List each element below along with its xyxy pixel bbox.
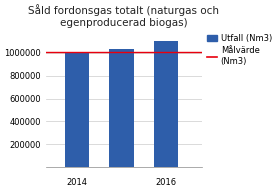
Text: 2014: 2014 — [66, 177, 87, 187]
Bar — [65, 52, 89, 167]
Bar — [154, 41, 178, 167]
Text: 2016: 2016 — [155, 177, 177, 187]
Text: 2015: 2015 — [111, 189, 132, 190]
Bar — [109, 49, 134, 167]
Title: Såld fordonsgas totalt (naturgas och
egenproducerad biogas): Såld fordonsgas totalt (naturgas och ege… — [28, 4, 219, 28]
Legend: Utfall (Nm3), Målvärde
(Nm3): Utfall (Nm3), Målvärde (Nm3) — [207, 34, 272, 66]
